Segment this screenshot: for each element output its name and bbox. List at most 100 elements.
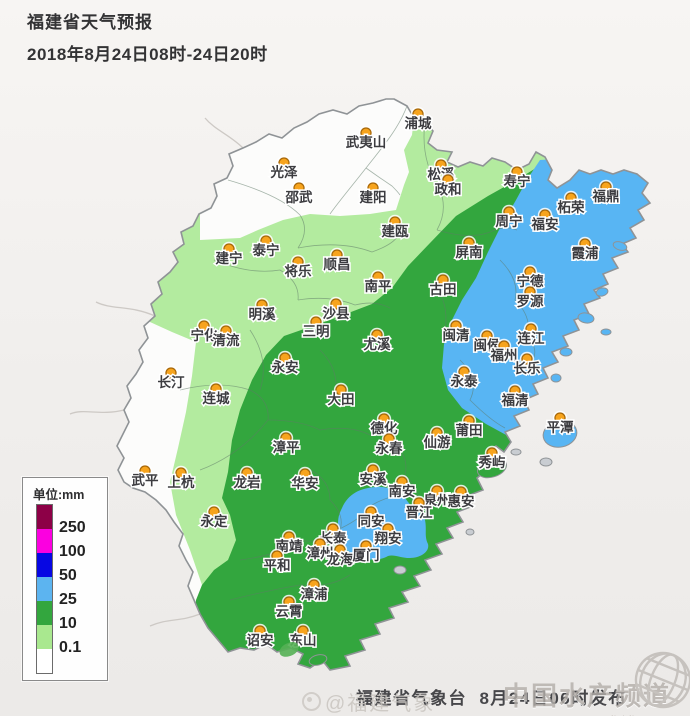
city-label: 华安: [292, 475, 319, 491]
sun-icon: [431, 485, 443, 497]
sun-icon: [383, 433, 395, 445]
sun-icon: [175, 467, 187, 479]
city-marker: 长乐: [512, 351, 543, 378]
city-label: 福州: [490, 347, 518, 363]
sun-icon: [360, 540, 372, 552]
city-marker: 闽清: [441, 318, 471, 345]
city-marker: 秀屿: [476, 445, 507, 472]
city-marker: 龙海: [324, 542, 355, 569]
city-label: 仙游: [424, 434, 451, 450]
sun-icon: [498, 340, 510, 352]
sun-halo: [598, 179, 614, 195]
page-title: 福建省天气预报: [27, 13, 153, 32]
sun-halo: [137, 463, 153, 479]
sun-icon: [210, 383, 222, 395]
sun-icon: [283, 596, 295, 608]
sun-halo: [501, 204, 517, 220]
sun-icon: [525, 323, 537, 335]
sun-halo: [387, 214, 403, 230]
city-marker: 漳浦: [299, 577, 329, 604]
sun-halo: [365, 462, 381, 478]
city-marker: 三明: [301, 314, 331, 341]
city-marker: 闽侯: [472, 328, 502, 355]
city-label: 莆田: [456, 422, 483, 438]
city-label: 上杭: [168, 474, 195, 490]
city-marker: 大田: [326, 382, 356, 409]
sun-icon: [521, 353, 533, 365]
sun-halo: [522, 284, 538, 300]
city-marker: 永定: [199, 504, 229, 531]
city-marker: 屏南: [454, 235, 484, 262]
legend-color-scale: [36, 504, 53, 674]
city-marker: 长汀: [156, 365, 186, 392]
weibo-logo-icon: [302, 692, 321, 711]
city-marker: 光泽: [268, 155, 299, 182]
city-label: 泰宁: [252, 242, 280, 258]
city-marker: 浦城: [403, 106, 433, 133]
sun-halo: [369, 327, 385, 343]
city-marker: 明溪: [247, 297, 277, 324]
province-border: [116, 98, 652, 671]
city-marker: 平潭: [545, 410, 576, 437]
sun-icon: [220, 325, 232, 337]
sun-halo: [329, 247, 345, 263]
sun-halo: [328, 296, 344, 312]
sun-icon: [579, 238, 591, 250]
city-label: 秀屿: [478, 454, 506, 470]
sun-icon: [271, 550, 283, 562]
sun-icon: [412, 108, 424, 120]
weibo-watermark: @福建气象: [302, 687, 435, 716]
city-label: 泉州: [424, 492, 451, 508]
sun-icon: [463, 415, 475, 427]
sun-icon: [435, 159, 447, 171]
city-label: 古田: [430, 281, 457, 297]
city-marker: 福清: [499, 383, 531, 410]
sun-halo: [276, 155, 292, 171]
sun-halo: [496, 338, 512, 354]
sun-icon: [165, 367, 177, 379]
sun-icon: [198, 320, 210, 332]
sun-halo: [295, 623, 311, 639]
city-marker: 将乐: [283, 254, 313, 281]
city-marker: 平和: [262, 548, 292, 575]
sun-halo: [206, 504, 222, 520]
city-label: 福鼎: [592, 188, 620, 204]
dongshan-island: [308, 654, 328, 666]
sun-halo: [306, 577, 322, 593]
sun-icon: [279, 352, 291, 364]
city-marker: 武夷山: [344, 125, 388, 152]
sun-halo: [552, 410, 568, 426]
sun-halo: [479, 328, 495, 344]
legend-threshold-value: 25: [59, 591, 77, 608]
city-marker: 清流: [211, 323, 241, 350]
sun-icon: [278, 157, 290, 169]
sun-icon: [481, 330, 493, 342]
sun-halo: [380, 521, 396, 537]
sun-halo: [258, 233, 274, 249]
sun-halo: [537, 207, 553, 223]
city-marker: 安溪: [358, 462, 388, 489]
city-marker: 永安: [270, 350, 300, 377]
sun-halo: [332, 542, 348, 558]
city-label: 同安: [358, 513, 385, 529]
city-marker: 建瓯: [379, 214, 410, 241]
sun-icon: [254, 625, 266, 637]
sun-halo: [456, 364, 472, 380]
sun-halo: [363, 504, 379, 520]
forecast-period: 2018年8月24日08时-24日20时: [27, 45, 268, 64]
sun-halo: [509, 164, 525, 180]
sun-icon: [314, 538, 326, 550]
city-marker: 尤溪: [362, 327, 392, 354]
sun-halo: [278, 430, 294, 446]
city-label: 光泽: [270, 164, 298, 180]
sun-icon: [208, 506, 220, 518]
city-marker: 周宁: [494, 204, 524, 231]
sun-halo: [448, 318, 464, 334]
city-marker: 翔安: [372, 521, 403, 548]
city-marker: 永春: [374, 431, 404, 458]
city-label: 晋江: [406, 504, 433, 520]
sun-halo: [291, 180, 307, 196]
legend-swatch: [37, 625, 52, 649]
city-label: 武夷山: [346, 134, 387, 150]
